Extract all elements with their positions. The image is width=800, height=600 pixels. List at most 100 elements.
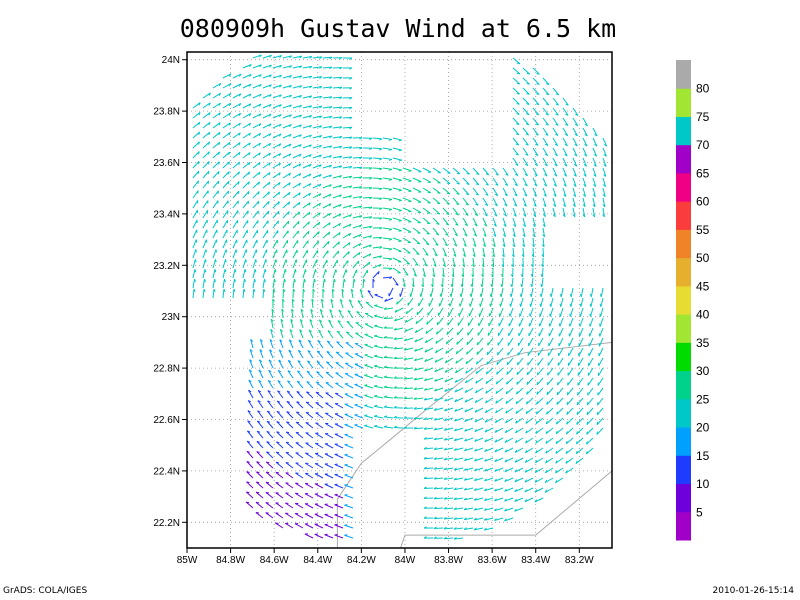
- wind-vector: [514, 487, 524, 493]
- wind-vector: [396, 297, 404, 305]
- wind-vector: [302, 192, 311, 199]
- wind-vector: [521, 277, 524, 287]
- wind-vector-head: [286, 390, 291, 393]
- colorbar-segment: [676, 314, 691, 343]
- wind-vector-head: [266, 430, 270, 433]
- wind-vector-head: [504, 439, 508, 443]
- wind-vector-head: [297, 370, 301, 373]
- wind-vector: [472, 197, 479, 206]
- wind-vector-head: [309, 95, 313, 99]
- wind-vector-head: [344, 534, 348, 536]
- wind-vector-head: [494, 193, 499, 197]
- wind-vector-head: [433, 526, 437, 529]
- wind-vector-head: [575, 113, 579, 116]
- wind-vector-head: [562, 214, 566, 218]
- wind-vector: [202, 229, 208, 239]
- wind-vector: [432, 187, 441, 194]
- wind-vector: [562, 137, 568, 147]
- wind-vector: [278, 349, 284, 359]
- colorbar-label: 5: [696, 505, 703, 519]
- wind-vector-head: [308, 202, 311, 206]
- wind-vector-head: [258, 379, 262, 383]
- wind-vector: [484, 427, 494, 433]
- wind-vector: [402, 187, 412, 192]
- wind-vector-head: [499, 303, 501, 307]
- wind-vector: [232, 210, 239, 219]
- wind-vector-head: [388, 188, 393, 191]
- wind-vector-head: [403, 367, 407, 370]
- wind-vector: [308, 329, 314, 339]
- wind-vector: [520, 297, 524, 307]
- wind-vector: [352, 260, 360, 269]
- wind-vector: [504, 447, 514, 453]
- wind-vector-head: [456, 182, 460, 185]
- wind-vector: [522, 247, 525, 258]
- wind-vector-head: [349, 126, 353, 130]
- wind-vector: [292, 75, 302, 79]
- wind-vector: [256, 461, 264, 469]
- wind-vector: [433, 507, 444, 510]
- wind-vector-head: [526, 82, 530, 85]
- wind-vector: [292, 240, 299, 249]
- wind-vector-head: [512, 234, 516, 238]
- wind-vector: [332, 106, 343, 109]
- wind-vector: [444, 377, 454, 383]
- coast-segment: [336, 341, 613, 548]
- wind-vector: [526, 377, 534, 386]
- wind-vector: [285, 452, 294, 459]
- wind-vector: [414, 377, 424, 381]
- wind-vector: [427, 307, 434, 316]
- wind-vector-head: [414, 329, 418, 333]
- wind-vector-head: [398, 159, 402, 162]
- wind-vector: [402, 177, 412, 182]
- wind-vector-head: [433, 457, 437, 460]
- wind-vector: [342, 185, 352, 189]
- wind-vector-head: [303, 278, 306, 283]
- wind-vector-head: [238, 73, 242, 77]
- wind-vector-head: [476, 342, 479, 346]
- wind-vector: [364, 415, 374, 419]
- wind-vector-head: [523, 204, 527, 207]
- wind-vector: [270, 319, 274, 329]
- wind-vector: [442, 197, 450, 205]
- wind-vector: [512, 97, 520, 105]
- wind-vector-head: [504, 429, 508, 433]
- wind-vector: [277, 390, 284, 399]
- wind-vector: [434, 477, 444, 480]
- wind-vector: [304, 483, 314, 489]
- wind-vector-head: [592, 214, 596, 218]
- wind-vector-head: [436, 321, 439, 326]
- wind-vector: [312, 154, 322, 159]
- wind-vector: [444, 507, 454, 510]
- wind-vector-head: [525, 430, 528, 434]
- wind-vector: [272, 84, 282, 89]
- x-tick-label: 84.4W: [303, 555, 332, 566]
- credit-timestamp: 2010-01-26-15:14: [712, 586, 795, 596]
- wind-vector: [272, 143, 282, 149]
- wind-vector-head: [379, 158, 383, 161]
- wind-vector-head: [433, 447, 437, 450]
- wind-vector: [525, 447, 534, 454]
- wind-vector-head: [559, 293, 562, 297]
- wind-vector-head: [514, 459, 518, 463]
- wind-vector-head: [374, 414, 378, 417]
- wind-vector: [282, 133, 292, 139]
- wind-vector-head: [419, 293, 422, 297]
- wind-vector: [532, 177, 538, 187]
- wind-vector: [348, 299, 354, 309]
- wind-vector-head: [276, 421, 280, 423]
- wind-vector-head: [494, 213, 498, 217]
- wind-vector: [542, 157, 548, 167]
- wind-vector: [522, 117, 530, 126]
- wind-vector-head: [350, 288, 354, 292]
- wind-vector-head: [404, 328, 407, 332]
- wind-vector-head: [349, 195, 353, 199]
- wind-vector: [552, 187, 557, 197]
- wind-vector-head: [269, 84, 272, 88]
- wind-vector: [474, 407, 484, 413]
- wind-vector: [457, 317, 464, 326]
- wind-vector-head: [545, 450, 548, 454]
- wind-vector: [432, 247, 438, 257]
- wind-vector: [472, 247, 476, 257]
- wind-vector-head: [309, 319, 313, 322]
